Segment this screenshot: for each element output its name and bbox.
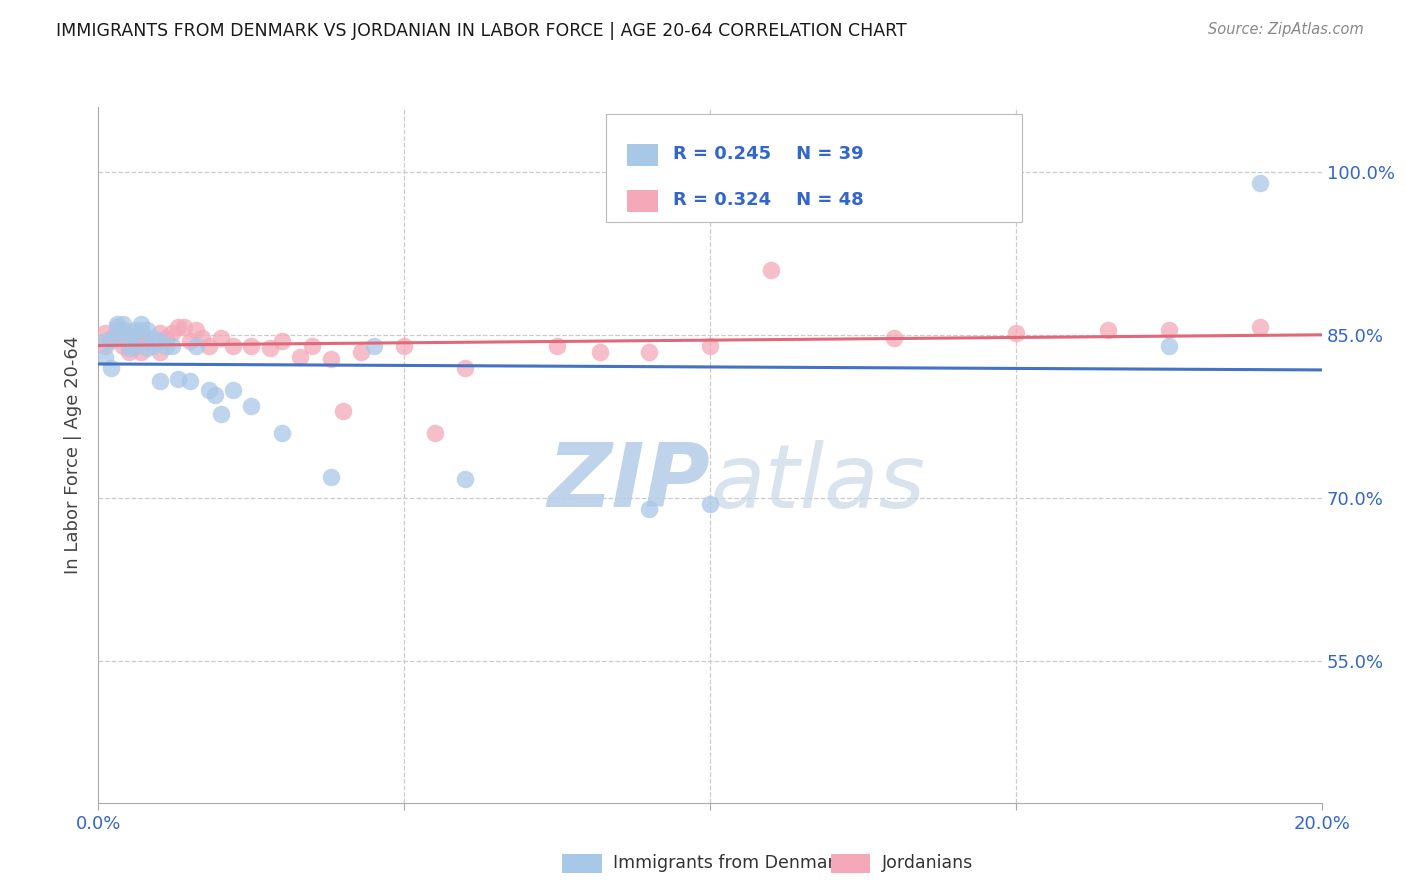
Point xyxy=(142,334,165,348)
Text: atlas: atlas xyxy=(710,440,925,525)
FancyBboxPatch shape xyxy=(627,190,658,211)
Point xyxy=(136,323,159,337)
Point xyxy=(332,404,354,418)
Point xyxy=(290,350,312,364)
Text: Source: ZipAtlas.com: Source: ZipAtlas.com xyxy=(1208,22,1364,37)
Point xyxy=(124,323,146,337)
Point xyxy=(149,334,172,348)
Point xyxy=(136,342,159,356)
Point xyxy=(93,350,115,364)
Point xyxy=(105,323,128,337)
Point xyxy=(454,472,477,486)
FancyBboxPatch shape xyxy=(627,145,658,167)
Point xyxy=(589,344,612,359)
Point xyxy=(1097,323,1119,337)
Point xyxy=(1004,326,1026,341)
Point xyxy=(759,263,782,277)
Point xyxy=(186,323,208,337)
Point xyxy=(129,318,152,332)
Point xyxy=(118,344,141,359)
Point xyxy=(197,339,219,353)
Point xyxy=(129,344,152,359)
Point xyxy=(93,334,115,348)
Point xyxy=(699,339,721,353)
Point xyxy=(118,328,141,343)
Point xyxy=(105,319,128,334)
Point xyxy=(204,388,226,402)
Point xyxy=(93,326,115,341)
Point xyxy=(100,330,122,344)
Text: ZIP: ZIP xyxy=(547,439,710,526)
Point xyxy=(149,374,172,388)
Point xyxy=(1249,176,1271,190)
Point xyxy=(197,383,219,397)
Point xyxy=(105,318,128,332)
Point xyxy=(209,407,232,421)
Point xyxy=(637,502,661,516)
Point xyxy=(93,339,115,353)
Point xyxy=(186,339,208,353)
Point xyxy=(392,339,416,353)
Point xyxy=(301,339,323,353)
Point xyxy=(111,318,134,332)
Point xyxy=(191,330,214,344)
Text: Jordanians: Jordanians xyxy=(882,855,973,872)
Y-axis label: In Labor Force | Age 20-64: In Labor Force | Age 20-64 xyxy=(65,335,83,574)
Point xyxy=(124,326,146,341)
Point xyxy=(1249,319,1271,334)
Point xyxy=(363,339,385,353)
Point xyxy=(160,326,183,341)
Point xyxy=(173,319,195,334)
Point xyxy=(167,319,190,334)
Point xyxy=(319,469,342,483)
Point xyxy=(350,344,373,359)
FancyBboxPatch shape xyxy=(606,114,1022,222)
Point xyxy=(149,326,172,341)
Point xyxy=(1157,323,1180,337)
Point xyxy=(105,330,128,344)
Point xyxy=(209,330,232,344)
Point xyxy=(1157,339,1180,353)
Point xyxy=(124,339,146,353)
Point xyxy=(179,374,201,388)
Point xyxy=(546,339,568,353)
Point xyxy=(259,342,281,356)
Point xyxy=(111,339,134,353)
Point xyxy=(270,426,292,441)
Point xyxy=(142,330,165,344)
Point xyxy=(222,383,245,397)
Point xyxy=(155,339,177,353)
Point xyxy=(240,339,263,353)
Point xyxy=(129,323,152,337)
Point xyxy=(240,399,263,413)
Point xyxy=(136,334,159,348)
Point xyxy=(118,342,141,356)
Point xyxy=(118,334,141,348)
Point xyxy=(124,339,146,353)
Point xyxy=(319,352,342,367)
Point xyxy=(111,323,134,337)
Point xyxy=(637,344,661,359)
Text: Immigrants from Denmark: Immigrants from Denmark xyxy=(613,855,845,872)
Text: IMMIGRANTS FROM DENMARK VS JORDANIAN IN LABOR FORCE | AGE 20-64 CORRELATION CHAR: IMMIGRANTS FROM DENMARK VS JORDANIAN IN … xyxy=(56,22,907,40)
Point xyxy=(699,497,721,511)
Point xyxy=(100,334,122,348)
Point xyxy=(142,339,165,353)
Point xyxy=(155,330,177,344)
Point xyxy=(222,339,245,353)
Point xyxy=(160,339,183,353)
Text: R = 0.245    N = 39: R = 0.245 N = 39 xyxy=(673,145,863,163)
Point xyxy=(149,344,172,359)
Point xyxy=(179,334,201,348)
Point xyxy=(100,361,122,376)
Point xyxy=(270,334,292,348)
Point xyxy=(423,426,446,441)
Point xyxy=(118,330,141,344)
Point xyxy=(129,330,152,344)
Point xyxy=(883,330,905,344)
Point xyxy=(454,361,477,376)
Point xyxy=(111,326,134,341)
Text: R = 0.324    N = 48: R = 0.324 N = 48 xyxy=(673,191,863,209)
Point xyxy=(167,372,190,386)
